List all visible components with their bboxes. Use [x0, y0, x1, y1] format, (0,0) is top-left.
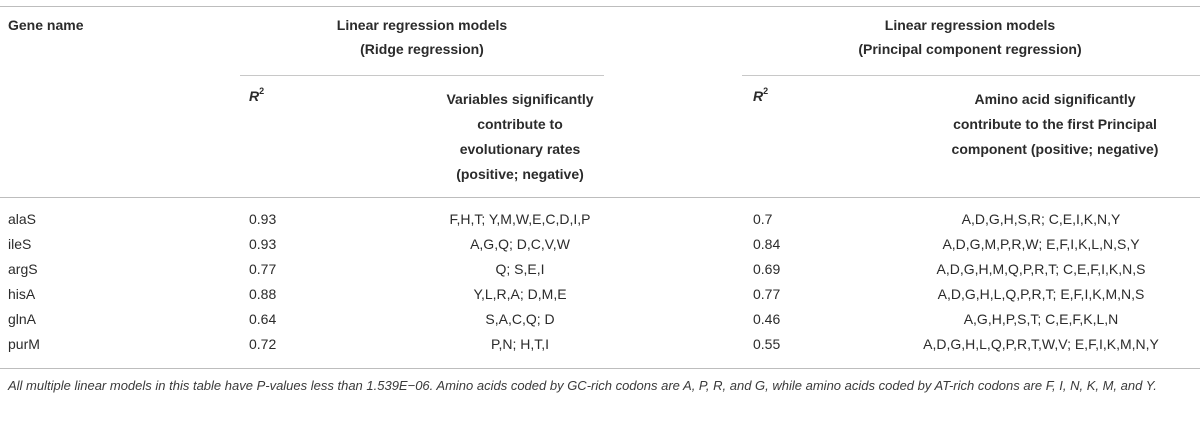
- cell-ridge-r2: 0.64: [249, 311, 277, 327]
- header-pcr-r2: R2: [753, 86, 769, 104]
- table-row: glnA 0.64 S,A,C,Q; D 0.46 A,G,H,P,S,T; C…: [0, 307, 1200, 331]
- cell-pcr-vars: A,D,G,H,M,Q,P,R,T; C,E,F,I,K,N,S: [936, 261, 1146, 277]
- cell-gene: purM: [8, 336, 40, 352]
- cell-gene: hisA: [8, 286, 36, 302]
- cell-ridge-r2: 0.88: [249, 286, 277, 302]
- header-pcr-title-2: (Principal component regression): [858, 41, 1082, 57]
- cell-pcr-vars: A,G,H,P,S,T; C,E,F,K,L,N: [963, 311, 1119, 327]
- pcr-group-rule: [742, 75, 1200, 76]
- cell-pcr-r2: 0.69: [753, 261, 781, 277]
- cell-ridge-vars: Q; S,E,I: [495, 261, 545, 277]
- cell-pcr-vars: A,D,G,M,P,R,W; E,F,I,K,L,N,S,Y: [942, 236, 1140, 252]
- cell-pcr-r2: 0.7: [753, 211, 773, 227]
- cell-pcr-vars: A,D,G,H,L,Q,P,R,T; E,F,I,K,M,N,S: [937, 286, 1145, 302]
- top-rule: [0, 6, 1200, 7]
- header-ridge-title-1: Linear regression models: [336, 17, 508, 33]
- cell-ridge-r2: 0.77: [249, 261, 277, 277]
- cell-ridge-vars: A,G,Q; D,C,V,W: [470, 236, 570, 252]
- header-ridge-vars-2: contribute to: [477, 116, 563, 132]
- header-pcr-vars-1: Amino acid significantly: [974, 91, 1136, 107]
- header-bottom-rule: [0, 197, 1200, 198]
- cell-ridge-r2: 0.93: [249, 236, 277, 252]
- table-row: purM 0.72 P,N; H,T,I 0.55 A,D,G,H,L,Q,P,…: [0, 332, 1200, 356]
- cell-pcr-r2: 0.77: [753, 286, 781, 302]
- table-row: alaS 0.93 F,H,T; Y,M,W,E,C,D,I,P 0.7 A,D…: [0, 207, 1200, 231]
- table-footnote: All multiple linear models in this table…: [8, 378, 1157, 393]
- cell-pcr-r2: 0.55: [753, 336, 781, 352]
- header-ridge-r2: R2: [249, 86, 265, 104]
- cell-gene: argS: [8, 261, 38, 277]
- cell-pcr-vars: A,D,G,H,L,Q,P,R,T,W,V; E,F,I,K,M,N,Y: [923, 336, 1159, 352]
- cell-gene: glnA: [8, 311, 37, 327]
- cell-ridge-vars: S,A,C,Q; D: [485, 311, 555, 327]
- cell-gene: ileS: [8, 236, 32, 252]
- header-pcr-vars-3: component (positive; negative): [951, 141, 1159, 157]
- cell-ridge-vars: P,N; H,T,I: [490, 336, 550, 352]
- table-bottom-rule: [0, 368, 1200, 369]
- header-pcr-vars-2: contribute to the first Principal: [953, 116, 1157, 132]
- header-pcr-title-1: Linear regression models: [884, 17, 1056, 33]
- cell-pcr-r2: 0.84: [753, 236, 781, 252]
- cell-pcr-vars: A,D,G,H,S,R; C,E,I,K,N,Y: [961, 211, 1121, 227]
- cell-pcr-r2: 0.46: [753, 311, 781, 327]
- header-ridge-title-2: (Ridge regression): [360, 41, 484, 57]
- ridge-group-rule: [240, 75, 604, 76]
- header-ridge-vars-3: evolutionary rates: [459, 141, 581, 157]
- cell-gene: alaS: [8, 211, 37, 227]
- cell-ridge-vars: F,H,T; Y,M,W,E,C,D,I,P: [449, 211, 591, 227]
- header-gene-name: Gene name: [8, 17, 84, 33]
- header-ridge-vars-4: (positive; negative): [456, 166, 584, 182]
- header-ridge-vars-1: Variables significantly: [446, 91, 594, 107]
- cell-ridge-r2: 0.93: [249, 211, 277, 227]
- cell-ridge-vars: Y,L,R,A; D,M,E: [473, 286, 567, 302]
- cell-ridge-r2: 0.72: [249, 336, 277, 352]
- table-row: argS 0.77 Q; S,E,I 0.69 A,D,G,H,M,Q,P,R,…: [0, 257, 1200, 281]
- table-row: hisA 0.88 Y,L,R,A; D,M,E 0.77 A,D,G,H,L,…: [0, 282, 1200, 306]
- table-row: ileS 0.93 A,G,Q; D,C,V,W 0.84 A,D,G,M,P,…: [0, 232, 1200, 256]
